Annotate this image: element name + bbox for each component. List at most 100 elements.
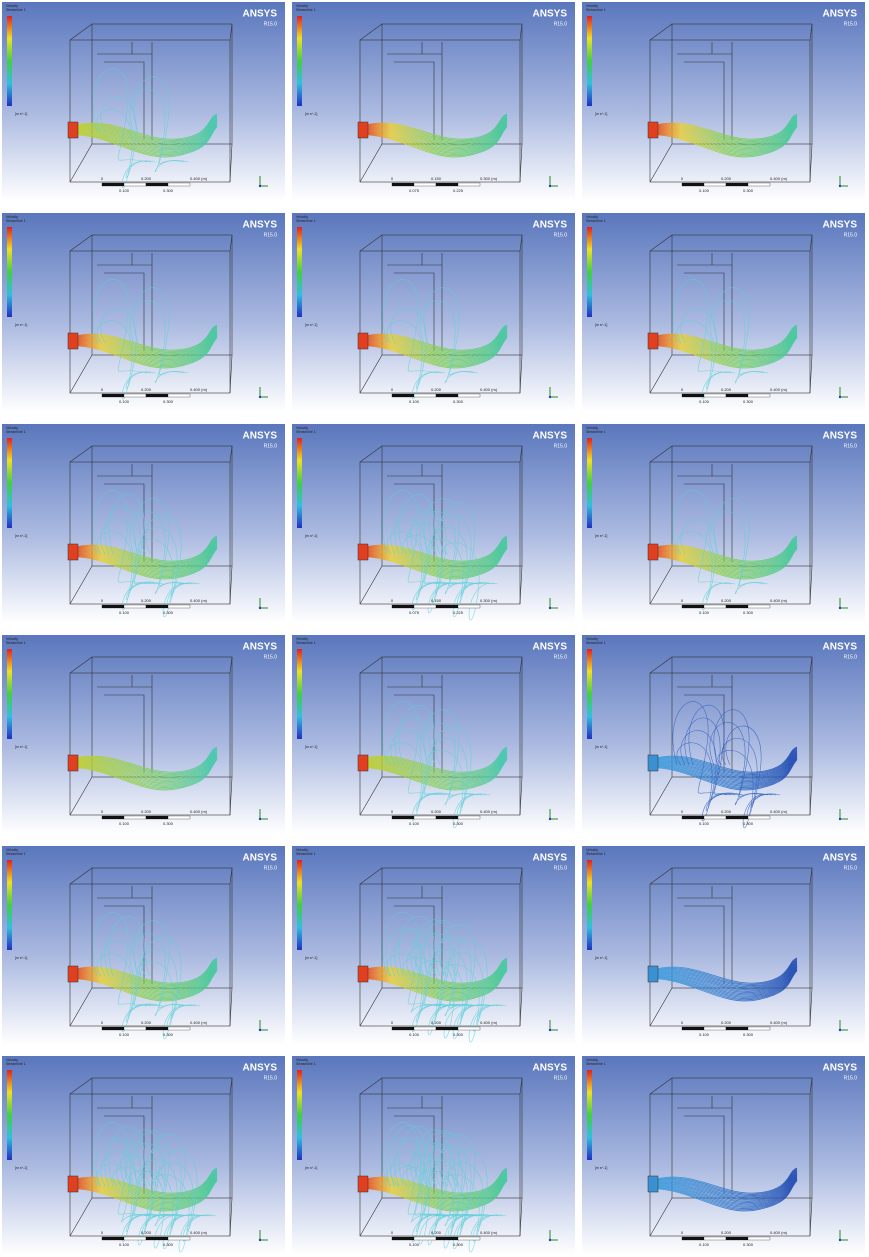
panel: ANSYSR15.0VelocityStreamline 1[m s^-1]00…	[292, 1056, 575, 1255]
scale-label: 0.400 (m)	[190, 176, 208, 181]
scale-label: 0.200	[721, 387, 732, 392]
scale-label: 0.200	[141, 1020, 152, 1025]
legend-bar	[7, 649, 12, 739]
brand: ANSYS	[243, 1063, 278, 1074]
scale-label: 0.400 (m)	[770, 598, 788, 603]
version: R15.0	[264, 865, 278, 871]
scale-segment	[458, 1237, 480, 1240]
legend-bar	[297, 860, 302, 950]
legend-bar	[7, 1070, 12, 1160]
axis-origin	[259, 185, 261, 187]
version: R15.0	[844, 232, 858, 238]
scale-label: 0.400 (m)	[770, 387, 788, 392]
scale-segment	[436, 605, 458, 608]
panel-background	[292, 213, 575, 412]
legend-text: Streamline 1	[586, 430, 606, 434]
inlet	[358, 333, 368, 349]
legend-text: [m s^-1]	[595, 323, 607, 327]
axis-origin	[839, 1239, 841, 1241]
legend-text: [m s^-1]	[15, 1166, 27, 1170]
scale-label: 0.100	[699, 188, 710, 193]
legend-text: Streamline 1	[586, 852, 606, 856]
scale-segment	[458, 183, 480, 186]
scale-label: 0.300	[743, 1242, 754, 1247]
scale-label: 0.200	[431, 387, 442, 392]
scale-label: 0.200	[141, 598, 152, 603]
legend-text: Streamline 1	[586, 8, 606, 12]
scale-label: 0.400 (m)	[770, 1230, 788, 1235]
inlet	[648, 966, 658, 982]
scale-segment	[458, 394, 480, 397]
legend-bar	[7, 438, 12, 528]
version: R15.0	[844, 443, 858, 449]
scale-segment	[726, 183, 748, 186]
legend-text: Streamline 1	[586, 219, 606, 223]
legend-text: [m s^-1]	[305, 1166, 317, 1170]
version: R15.0	[264, 232, 278, 238]
axis-origin	[839, 396, 841, 398]
scale-label: 0.300	[743, 188, 754, 193]
scale-segment	[726, 1027, 748, 1030]
scale-segment	[748, 183, 770, 186]
scale-label: 0.300	[743, 610, 754, 615]
inlet	[648, 333, 658, 349]
scale-label: 0.200	[141, 387, 152, 392]
scale-label: 0.200	[721, 1230, 732, 1235]
scale-label: 0.300	[163, 821, 174, 826]
scale-segment	[392, 394, 414, 397]
scale-segment	[748, 394, 770, 397]
panel-background	[292, 1056, 575, 1255]
legend-text: Streamline 1	[296, 852, 316, 856]
scale-label: 0.100	[409, 1242, 420, 1247]
legend-text: [m s^-1]	[15, 534, 27, 538]
scale-segment	[748, 816, 770, 819]
scale-label: 0.150	[431, 176, 442, 181]
scale-label: 0.100	[409, 1032, 420, 1037]
scale-label: 0.150	[431, 598, 442, 603]
scale-segment	[704, 816, 726, 819]
axis-origin	[549, 1239, 551, 1241]
scale-segment	[682, 1027, 704, 1030]
scale-segment	[748, 1027, 770, 1030]
panel-background	[292, 424, 575, 623]
scale-segment	[124, 1027, 146, 1030]
scale-label: 0.100	[699, 1242, 710, 1247]
panel: ANSYSR15.0VelocityStreamline 1[m s^-1]00…	[582, 424, 865, 623]
scale-segment	[726, 605, 748, 608]
brand: ANSYS	[533, 9, 568, 20]
scale-label: 0.400 (m)	[190, 1230, 208, 1235]
inlet	[68, 1176, 78, 1192]
scale-label: 0.100	[409, 821, 420, 826]
panel-background	[292, 2, 575, 201]
scale-label: 0.100	[119, 1242, 130, 1247]
scale-segment	[414, 1027, 436, 1030]
brand: ANSYS	[243, 431, 278, 442]
legend-text: [m s^-1]	[595, 745, 607, 749]
scale-label: 0.300	[453, 1032, 464, 1037]
scale-label: 0.300	[163, 610, 174, 615]
panel-background	[582, 635, 865, 834]
scale-segment	[146, 816, 168, 819]
legend-bar	[297, 1070, 302, 1160]
legend-bar	[7, 860, 12, 950]
scale-segment	[124, 816, 146, 819]
version: R15.0	[844, 1075, 858, 1081]
legend-text: Streamline 1	[6, 852, 26, 856]
panel: ANSYSR15.0VelocityStreamline 1[m s^-1]00…	[582, 213, 865, 412]
scale-label: 0.075	[409, 188, 420, 193]
scale-segment	[436, 816, 458, 819]
scale-segment	[168, 816, 190, 819]
brand: ANSYS	[533, 642, 568, 653]
inlet	[648, 1176, 658, 1192]
scale-segment	[436, 394, 458, 397]
inlet	[68, 333, 78, 349]
scale-segment	[414, 394, 436, 397]
scale-segment	[436, 183, 458, 186]
scale-label: 0.400 (m)	[770, 176, 788, 181]
legend-bar	[587, 649, 592, 739]
panel-background	[582, 846, 865, 1045]
legend-text: [m s^-1]	[305, 956, 317, 960]
scale-segment	[748, 605, 770, 608]
scale-segment	[414, 1237, 436, 1240]
